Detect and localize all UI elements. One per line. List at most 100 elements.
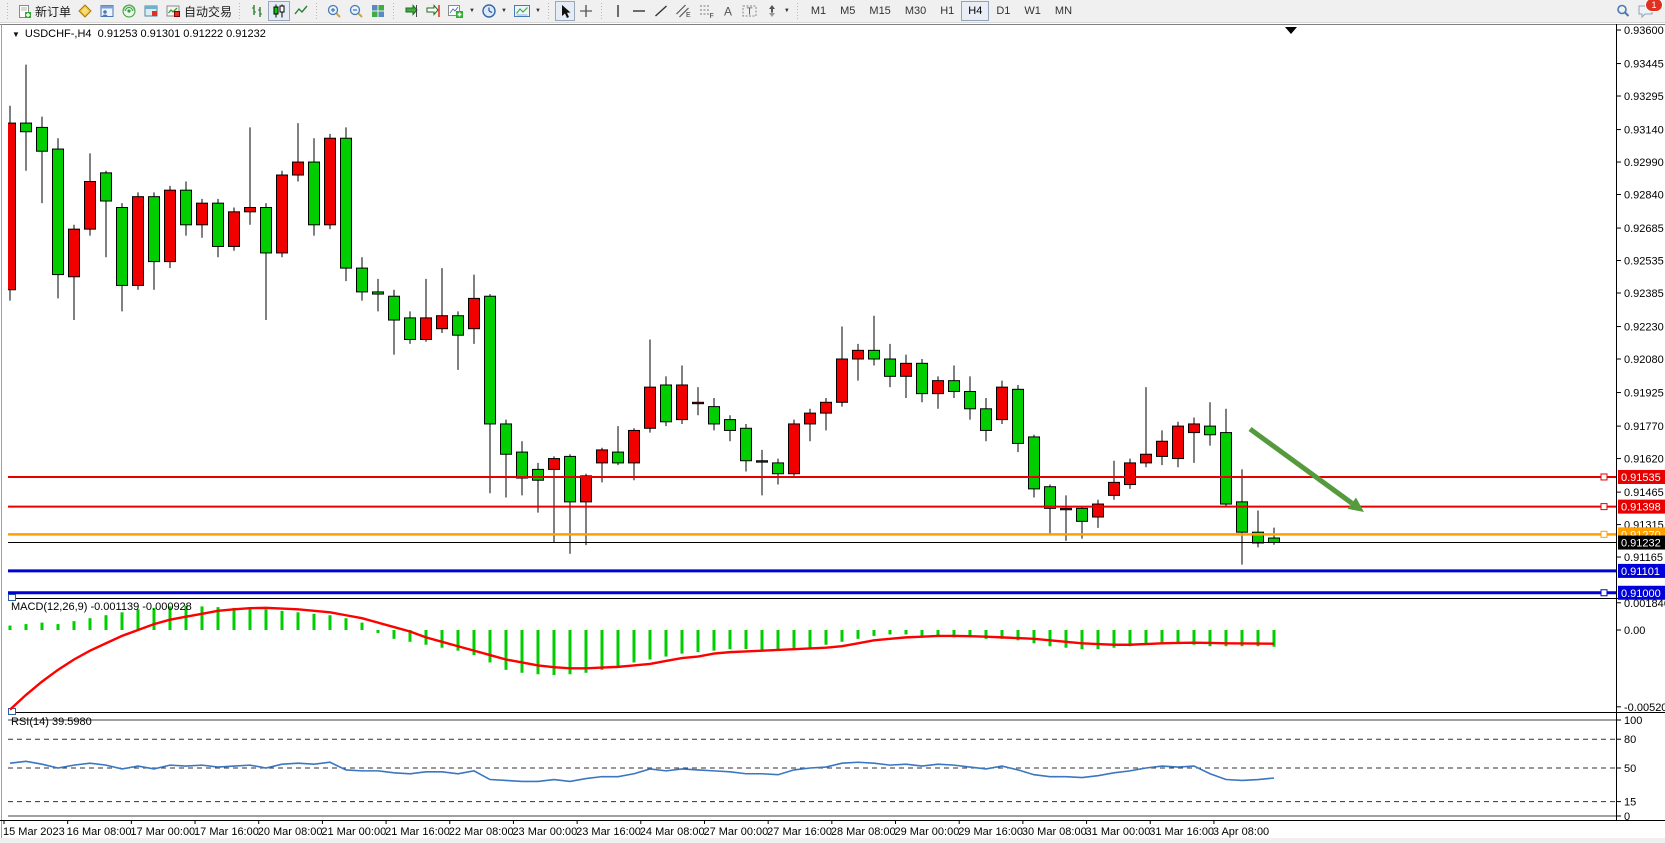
svg-text:31 Mar 16:00: 31 Mar 16:00: [1149, 826, 1214, 838]
timeframe-button-MN[interactable]: MN: [1054, 5, 1073, 17]
templates-button[interactable]: ▼: [510, 1, 544, 21]
notification-badge: 1: [1645, 0, 1663, 12]
timeframe-button-M30[interactable]: M30: [904, 5, 927, 17]
chart-canvas[interactable]: 0.93600 0.93445 0.93295 0.93140 0.92990 0.928…: [0, 23, 1665, 843]
crosshair-icon: [579, 5, 592, 17]
arrow-object[interactable]: [1248, 426, 1364, 512]
add-indicator-icon: [448, 5, 464, 18]
line-chart-button[interactable]: [290, 1, 312, 21]
rsi-layer: [8, 719, 1616, 817]
main-toolbar: 新订单 自动交易 ▼: [0, 0, 1665, 23]
svg-text:0.91101: 0.91101: [1621, 566, 1660, 578]
notifications-button[interactable]: 1: [1634, 0, 1663, 21]
terminal-button[interactable]: [140, 1, 162, 21]
toolbar-grip[interactable]: [546, 3, 552, 19]
timeframe-button-H4[interactable]: H4: [961, 1, 990, 21]
svg-text:21 Mar 00:00: 21 Mar 00:00: [321, 826, 386, 838]
search-button[interactable]: [1612, 1, 1634, 21]
trendline-button[interactable]: [650, 1, 672, 21]
timeframe-button-M1[interactable]: M1: [810, 5, 827, 17]
svg-text:0: 0: [1624, 811, 1630, 823]
svg-text:16 Mar 08:00: 16 Mar 08:00: [67, 826, 132, 838]
chart-shift-marker-icon[interactable]: [1285, 27, 1297, 34]
pane-resize-handle[interactable]: [8, 594, 16, 601]
zoom-out-button[interactable]: [345, 1, 367, 21]
arrows-button[interactable]: ▼: [761, 1, 793, 21]
svg-text:F: F: [709, 13, 713, 19]
svg-text:23 Mar 16:00: 23 Mar 16:00: [576, 826, 641, 838]
toolbar-grip[interactable]: [599, 3, 605, 19]
rsi-indicator-label: RSI(14) 39.5980: [11, 716, 92, 728]
dropdown-caret-icon: ▼: [500, 8, 507, 14]
auto-scroll-icon: [405, 4, 418, 17]
autotrading-button[interactable]: 自动交易: [162, 1, 235, 21]
svg-text:0.91620: 0.91620: [1624, 454, 1664, 466]
toolbar-grip[interactable]: [795, 3, 801, 19]
tile-windows-icon: [372, 5, 385, 17]
price-badge-0.91398: [1618, 499, 1665, 514]
data-window-button[interactable]: [96, 1, 118, 21]
hline-handle[interactable]: [1600, 589, 1608, 597]
svg-text:0.91232: 0.91232: [1621, 538, 1661, 550]
timeframe-button-D1[interactable]: D1: [996, 5, 1011, 17]
periods-button[interactable]: ▼: [478, 1, 510, 21]
chart-menu-caret-icon[interactable]: ▼: [12, 30, 20, 39]
dropdown-caret-icon: ▼: [469, 8, 475, 14]
navigator-button[interactable]: [118, 1, 140, 21]
auto-scroll-button[interactable]: [400, 1, 422, 21]
zoom-in-icon: [327, 4, 341, 18]
autotrading-label: 自动交易: [184, 4, 233, 19]
svg-text:27 Mar 16:00: 27 Mar 16:00: [767, 826, 832, 838]
new-order-button[interactable]: 新订单: [14, 1, 74, 21]
toolbar-grip[interactable]: [315, 3, 321, 19]
tile-windows-button[interactable]: [367, 1, 389, 21]
svg-text:31 Mar 00:00: 31 Mar 00:00: [1086, 826, 1151, 838]
horizontal-line-button[interactable]: [628, 1, 650, 21]
svg-text:E: E: [686, 12, 691, 19]
text-icon: A: [724, 5, 732, 19]
market-watch-button[interactable]: [74, 1, 96, 21]
svg-text:15 Mar 2023: 15 Mar 2023: [3, 826, 65, 838]
add-indicator-button[interactable]: ▼: [444, 1, 478, 21]
hline-handle[interactable]: [1600, 503, 1608, 511]
svg-text:28 Mar 08:00: 28 Mar 08:00: [831, 826, 896, 838]
fibonacci-button[interactable]: F: [695, 1, 718, 21]
crosshair-button[interactable]: [575, 1, 597, 21]
svg-text:0.92230: 0.92230: [1624, 322, 1664, 334]
toolbar-grip[interactable]: [392, 3, 398, 19]
arrows-icon: [768, 5, 775, 17]
templates-icon: [513, 5, 530, 17]
toolbar-grip[interactable]: [238, 3, 244, 19]
svg-text:T: T: [746, 7, 752, 18]
rsi-line: [9, 760, 1275, 783]
toolbar-grip[interactable]: [6, 3, 11, 19]
text-button[interactable]: A: [718, 1, 738, 21]
candlesticks-button[interactable]: [268, 1, 291, 21]
chart-shift-button[interactable]: [422, 1, 444, 21]
timeframe-button-M5[interactable]: M5: [840, 5, 856, 17]
equidistant-channel-icon: E: [675, 4, 691, 19]
svg-text:0.92080: 0.92080: [1624, 354, 1664, 366]
cursor-button[interactable]: [554, 1, 575, 21]
text-label-icon: T: [742, 5, 757, 18]
hline-handle[interactable]: [1600, 530, 1608, 538]
chart-ohlc-readout: 0.91253 0.91301 0.91222 0.91232: [97, 28, 266, 40]
svg-text:0.92840: 0.92840: [1624, 190, 1664, 202]
zoom-in-button[interactable]: [323, 1, 345, 21]
price-axis[interactable]: 0.93600 0.93445 0.93295 0.93140 0.92990 0.928…: [1616, 24, 1665, 823]
vertical-line-button[interactable]: [608, 1, 628, 21]
price-badge-0.91101: [1618, 563, 1665, 578]
text-label-button[interactable]: T: [738, 1, 761, 21]
equidistant-channel-button[interactable]: E: [672, 1, 695, 21]
svg-text:0.93295: 0.93295: [1624, 91, 1664, 103]
timeframe-button-H1[interactable]: H1: [940, 5, 955, 17]
timeframe-button-M15[interactable]: M15: [869, 5, 891, 17]
ohlc-bars-button[interactable]: [246, 1, 268, 21]
hline-handle[interactable]: [1600, 473, 1608, 481]
svg-text:-0.005208: -0.005208: [1624, 702, 1665, 714]
macd-layer: [8, 605, 1276, 711]
chart-symbol-period: USDCHF-,H4: [24, 28, 92, 40]
timeframe-button-W1[interactable]: W1: [1024, 5, 1041, 17]
svg-text:23 Mar 00:00: 23 Mar 00:00: [512, 826, 577, 838]
